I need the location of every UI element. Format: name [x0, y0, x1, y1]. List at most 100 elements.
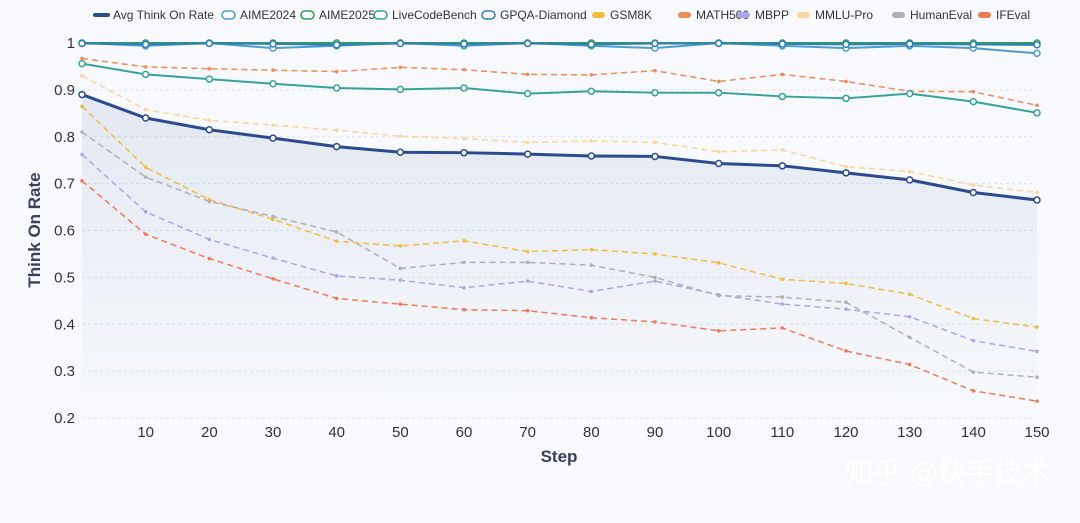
- legend-swatch: [300, 10, 315, 20]
- data-point: [971, 338, 976, 343]
- series-line: [81, 154, 1038, 353]
- legend-swatch: [592, 12, 605, 18]
- data-point: [205, 39, 214, 48]
- x-tick-label: 30: [265, 424, 282, 441]
- data-point: [143, 232, 148, 237]
- data-point: [141, 70, 150, 79]
- data-point: [653, 68, 657, 73]
- legend-item-mmlu-pro: MMLU-Pro: [797, 8, 873, 22]
- data-point: [334, 128, 339, 132]
- data-point: [207, 256, 212, 261]
- data-point: [589, 289, 594, 294]
- x-tick-label: 120: [833, 424, 858, 441]
- data-point: [780, 277, 785, 282]
- data-point: [844, 281, 848, 286]
- data-point: [907, 169, 912, 174]
- data-point: [398, 244, 403, 248]
- data-point: [969, 97, 978, 106]
- legend-item-mbpp: MBPP: [737, 8, 789, 22]
- data-point: [460, 84, 468, 92]
- data-point: [334, 230, 339, 234]
- data-point: [80, 104, 84, 109]
- data-point: [525, 308, 530, 313]
- data-point: [907, 335, 912, 340]
- data-point: [589, 263, 594, 267]
- data-point: [971, 89, 976, 94]
- data-point: [78, 59, 86, 68]
- data-point: [971, 316, 976, 321]
- y-tick-label: 0.3: [54, 363, 75, 380]
- data-point: [842, 169, 850, 177]
- data-point: [907, 314, 912, 319]
- data-point: [1033, 41, 1041, 49]
- data-point: [462, 260, 466, 265]
- data-point: [205, 125, 214, 134]
- data-point: [80, 130, 84, 134]
- data-point: [971, 183, 976, 187]
- data-point: [332, 84, 341, 92]
- data-point: [844, 307, 848, 312]
- y-tick-label: 0.6: [54, 223, 75, 240]
- data-point: [905, 89, 914, 98]
- data-point: [1035, 375, 1039, 380]
- data-point: [143, 175, 148, 179]
- data-point: [653, 279, 657, 283]
- legend-label: MBPP: [755, 8, 789, 22]
- data-point: [525, 260, 530, 265]
- series-humaneval: [80, 130, 1039, 380]
- data-point: [207, 118, 212, 123]
- data-point: [1035, 325, 1039, 329]
- data-point: [587, 40, 596, 49]
- legend-item-gsm8k: GSM8K: [592, 8, 652, 22]
- data-point: [271, 256, 275, 260]
- data-point: [462, 307, 466, 312]
- data-point: [271, 217, 275, 222]
- data-point: [651, 88, 659, 97]
- data-point: [971, 389, 976, 393]
- x-tick-label: 110: [770, 424, 794, 441]
- legend-item-aime2024: AIME2024: [221, 8, 296, 22]
- data-point: [334, 239, 339, 244]
- data-point: [716, 293, 721, 298]
- data-point: [334, 274, 339, 278]
- data-point: [271, 214, 275, 219]
- data-point: [525, 279, 530, 283]
- data-point: [271, 276, 275, 281]
- data-point: [525, 72, 530, 77]
- legend-label: MATH500: [696, 8, 749, 22]
- data-point: [780, 326, 785, 330]
- legend-item-gpqa-diamond: GPQA-Diamond: [481, 8, 587, 22]
- legend-swatch: [678, 12, 691, 18]
- x-tick-label: 90: [647, 424, 664, 441]
- x-tick-label: 100: [706, 424, 731, 441]
- data-point: [653, 320, 657, 324]
- legend-label: AIME2025: [319, 8, 375, 22]
- data-point: [653, 140, 657, 145]
- data-point: [332, 142, 341, 151]
- data-point: [778, 92, 787, 101]
- data-point: [334, 69, 339, 74]
- data-point: [1035, 399, 1039, 403]
- data-point: [971, 370, 976, 374]
- data-point: [778, 40, 787, 48]
- data-point: [844, 300, 848, 305]
- legend-label: LiveCodeBench: [392, 8, 477, 22]
- data-point: [842, 40, 850, 49]
- legend-item-humaneval: HumanEval: [892, 8, 972, 22]
- legend-item-ifeval: IFEval: [978, 8, 1030, 22]
- data-point: [780, 72, 785, 77]
- series-line: [81, 62, 1038, 114]
- data-point: [716, 79, 721, 84]
- data-point: [398, 134, 403, 139]
- data-point: [271, 123, 275, 127]
- data-point: [525, 249, 530, 254]
- data-point: [269, 80, 277, 88]
- y-tick-label: 0.5: [54, 269, 75, 286]
- x-tick-label: 130: [897, 424, 922, 441]
- legend-item-livecodebench: LiveCodeBench: [373, 8, 477, 22]
- data-point: [587, 87, 596, 96]
- x-axis-title: Step: [541, 447, 578, 466]
- data-point: [462, 285, 466, 290]
- data-point: [141, 40, 150, 49]
- data-point: [462, 136, 466, 141]
